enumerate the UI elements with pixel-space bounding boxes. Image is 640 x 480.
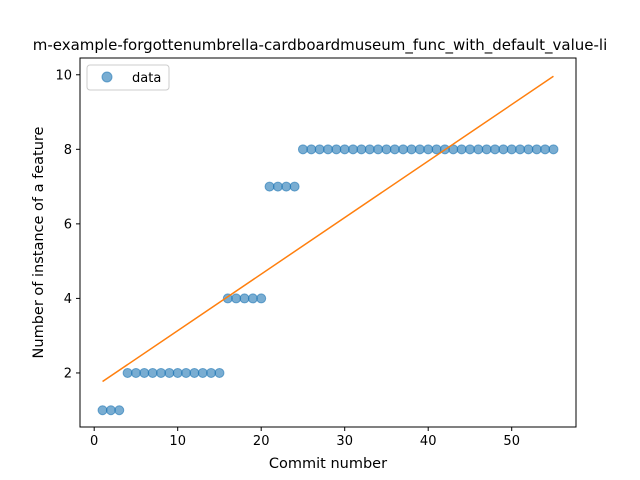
data-point	[172, 367, 183, 378]
data-point	[389, 144, 400, 155]
x-tick-label: 50	[503, 434, 520, 449]
x-axis: 0 10 20 30 40 50	[90, 427, 520, 449]
x-tick-label: 40	[420, 434, 437, 449]
data-point	[214, 367, 225, 378]
x-axis-label: Commit number	[269, 456, 387, 472]
data-point	[289, 181, 300, 192]
data-point	[247, 293, 258, 304]
y-tick-label: 4	[64, 292, 72, 307]
data-point	[97, 405, 108, 416]
data-point	[331, 144, 342, 155]
x-tick-label: 20	[253, 434, 270, 449]
data-point	[181, 367, 192, 378]
plot-area	[97, 75, 559, 416]
data-point	[323, 144, 333, 155]
data-point	[364, 144, 375, 155]
data-point	[481, 144, 492, 155]
data-point	[490, 144, 500, 155]
data-point	[105, 405, 116, 416]
data-point	[189, 367, 200, 378]
data-point	[339, 144, 350, 155]
data-point	[239, 293, 250, 304]
legend-marker-data	[101, 71, 113, 83]
x-tick-label: 0	[90, 434, 98, 449]
data-point	[156, 367, 166, 378]
x-tick-label: 10	[169, 434, 186, 449]
data-point	[114, 405, 125, 416]
data-point	[256, 293, 267, 304]
data-point	[264, 181, 275, 192]
data-point	[122, 367, 133, 378]
data-point	[523, 144, 534, 155]
legend: data	[86, 64, 170, 91]
data-point	[398, 144, 409, 155]
data-point	[498, 144, 509, 155]
chart-title: m-example-forgottenumbrella-cardboardmus…	[33, 36, 608, 55]
data-point	[348, 144, 359, 155]
y-axis: 2 4 6 8 10	[55, 68, 80, 381]
data-point	[373, 144, 384, 155]
data-point	[147, 367, 158, 378]
y-tick-label: 10	[55, 68, 72, 83]
x-tick-label: 30	[336, 434, 353, 449]
data-point	[272, 181, 283, 192]
data-point	[297, 144, 308, 155]
data-point	[414, 144, 425, 155]
y-tick-label: 8	[64, 143, 72, 158]
y-axis-label: Number of instance of a feature	[31, 126, 47, 358]
data-point	[197, 367, 208, 378]
data-point	[139, 367, 150, 378]
data-point	[406, 144, 417, 155]
data-point	[281, 181, 292, 192]
data-point	[540, 144, 551, 155]
data-point	[206, 367, 217, 378]
data-point	[456, 144, 467, 155]
data-point	[531, 144, 542, 155]
data-point	[506, 144, 517, 155]
data-point	[464, 144, 475, 155]
y-tick-label: 2	[64, 366, 72, 381]
data-point	[548, 144, 559, 155]
data-point	[515, 144, 526, 155]
data-point	[164, 367, 175, 378]
data-point	[356, 144, 367, 155]
y-tick-label: 6	[64, 217, 72, 232]
data-point	[306, 144, 317, 155]
data-point	[381, 144, 392, 155]
legend-box	[86, 64, 170, 91]
data-point	[231, 293, 242, 304]
data-point	[473, 144, 484, 155]
trend-line	[102, 75, 554, 383]
data-point	[423, 144, 434, 155]
plot-frame	[79, 57, 577, 428]
data-point	[130, 367, 141, 378]
data-point	[314, 144, 325, 155]
legend-label-data: data	[132, 71, 161, 86]
